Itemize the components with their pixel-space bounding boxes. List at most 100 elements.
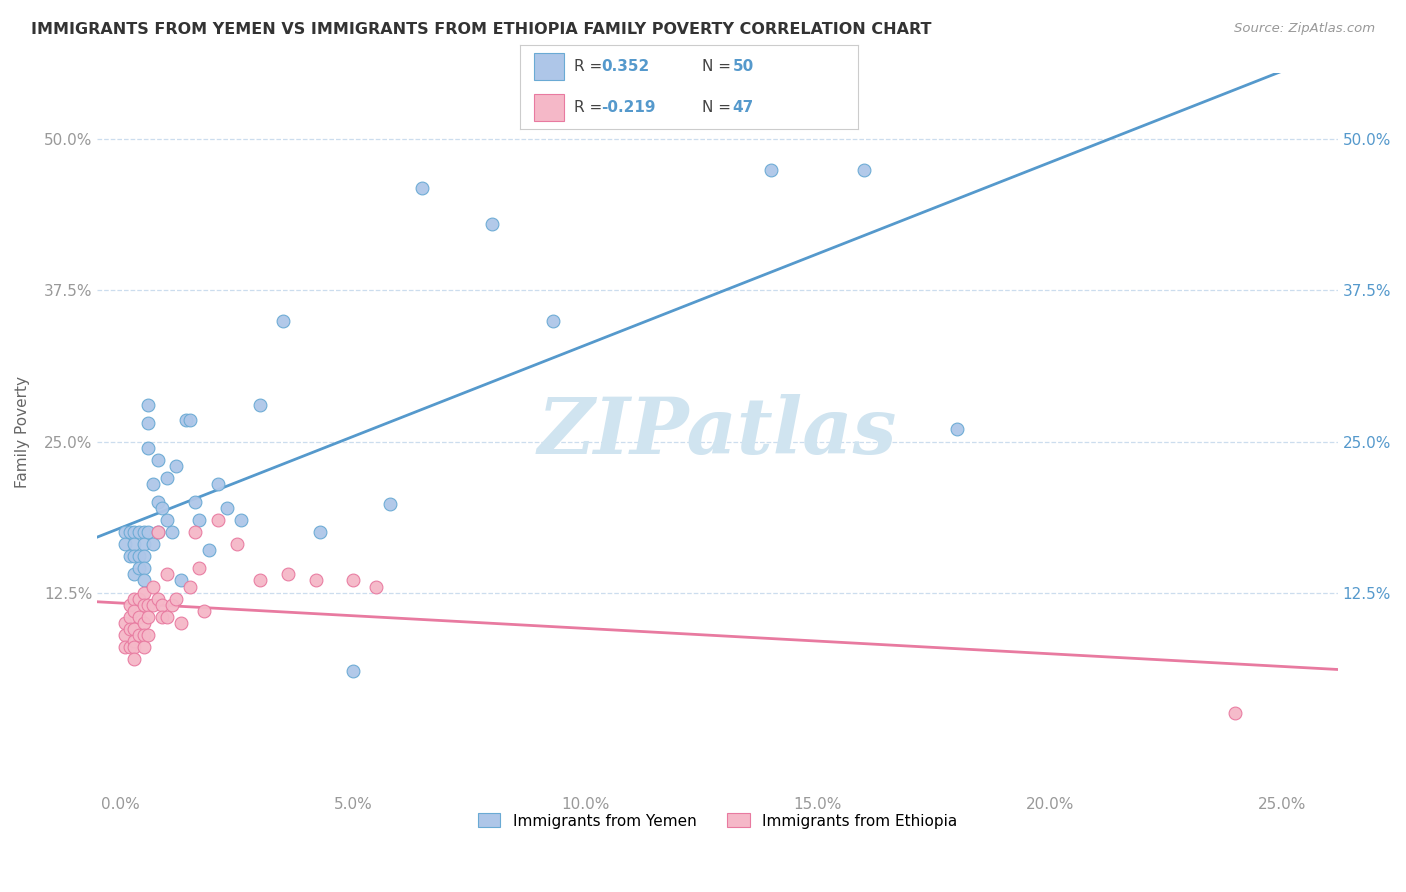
- FancyBboxPatch shape: [534, 54, 564, 80]
- Point: [160, 525, 183, 540]
- Point: [132, 585, 155, 599]
- Point: [852, 162, 875, 177]
- Text: R =: R =: [574, 59, 607, 74]
- Text: N =: N =: [703, 59, 737, 74]
- Point: [132, 615, 155, 630]
- Point: [124, 567, 146, 582]
- Point: [132, 574, 155, 588]
- Point: [150, 598, 173, 612]
- Text: 0.352: 0.352: [602, 59, 650, 74]
- Point: [118, 622, 141, 636]
- Point: [128, 609, 150, 624]
- Point: [138, 598, 160, 612]
- Point: [114, 628, 136, 642]
- Point: [188, 561, 211, 575]
- Point: [132, 537, 155, 551]
- Point: [541, 314, 564, 328]
- Text: ZIPatlas: ZIPatlas: [537, 394, 897, 471]
- Point: [146, 525, 169, 540]
- Point: [160, 598, 183, 612]
- Point: [207, 476, 229, 491]
- Text: 47: 47: [733, 100, 754, 115]
- Point: [179, 580, 201, 594]
- Point: [128, 549, 150, 564]
- Point: [118, 549, 141, 564]
- Point: [132, 561, 155, 575]
- Point: [225, 537, 247, 551]
- Point: [114, 640, 136, 654]
- Point: [207, 513, 229, 527]
- Point: [411, 181, 433, 195]
- Point: [342, 664, 364, 678]
- Point: [197, 543, 219, 558]
- FancyBboxPatch shape: [534, 94, 564, 120]
- Point: [165, 458, 187, 473]
- Point: [124, 604, 146, 618]
- Point: [132, 640, 155, 654]
- Point: [124, 622, 146, 636]
- Point: [138, 417, 160, 431]
- Point: [132, 628, 155, 642]
- Point: [304, 574, 326, 588]
- Point: [124, 640, 146, 654]
- Point: [146, 525, 169, 540]
- Point: [138, 398, 160, 412]
- Point: [124, 549, 146, 564]
- Point: [217, 500, 239, 515]
- Text: -0.219: -0.219: [602, 100, 655, 115]
- Point: [170, 615, 193, 630]
- Text: Source: ZipAtlas.com: Source: ZipAtlas.com: [1234, 22, 1375, 36]
- Point: [156, 471, 179, 485]
- Point: [142, 598, 165, 612]
- Point: [142, 537, 165, 551]
- Point: [138, 441, 160, 455]
- Point: [124, 537, 146, 551]
- Point: [128, 628, 150, 642]
- Point: [156, 513, 179, 527]
- Point: [132, 549, 155, 564]
- Point: [150, 609, 173, 624]
- Point: [118, 598, 141, 612]
- Point: [118, 640, 141, 654]
- Point: [132, 525, 155, 540]
- Point: [184, 525, 207, 540]
- Point: [138, 609, 160, 624]
- Point: [179, 413, 201, 427]
- Legend: Immigrants from Yemen, Immigrants from Ethiopia: Immigrants from Yemen, Immigrants from E…: [471, 807, 963, 835]
- Point: [118, 525, 141, 540]
- Point: [945, 422, 967, 436]
- Point: [114, 537, 136, 551]
- Point: [142, 476, 165, 491]
- Point: [378, 497, 401, 511]
- Point: [342, 574, 364, 588]
- Point: [138, 628, 160, 642]
- Y-axis label: Family Poverty: Family Poverty: [15, 376, 30, 489]
- Point: [124, 652, 146, 666]
- Point: [132, 598, 155, 612]
- Point: [364, 580, 387, 594]
- Point: [231, 513, 253, 527]
- Point: [128, 591, 150, 606]
- Point: [114, 525, 136, 540]
- Point: [309, 525, 332, 540]
- Point: [249, 574, 271, 588]
- Point: [124, 591, 146, 606]
- Point: [1225, 706, 1247, 721]
- Point: [249, 398, 271, 412]
- Point: [118, 609, 141, 624]
- Point: [174, 413, 197, 427]
- Point: [277, 567, 299, 582]
- Point: [128, 525, 150, 540]
- Point: [271, 314, 294, 328]
- Point: [481, 217, 503, 231]
- Point: [156, 609, 179, 624]
- Point: [124, 634, 146, 648]
- Point: [165, 591, 187, 606]
- Point: [146, 591, 169, 606]
- Text: R =: R =: [574, 100, 607, 115]
- Point: [138, 525, 160, 540]
- Point: [124, 525, 146, 540]
- Text: IMMIGRANTS FROM YEMEN VS IMMIGRANTS FROM ETHIOPIA FAMILY POVERTY CORRELATION CHA: IMMIGRANTS FROM YEMEN VS IMMIGRANTS FROM…: [31, 22, 931, 37]
- Point: [193, 604, 215, 618]
- Point: [146, 452, 169, 467]
